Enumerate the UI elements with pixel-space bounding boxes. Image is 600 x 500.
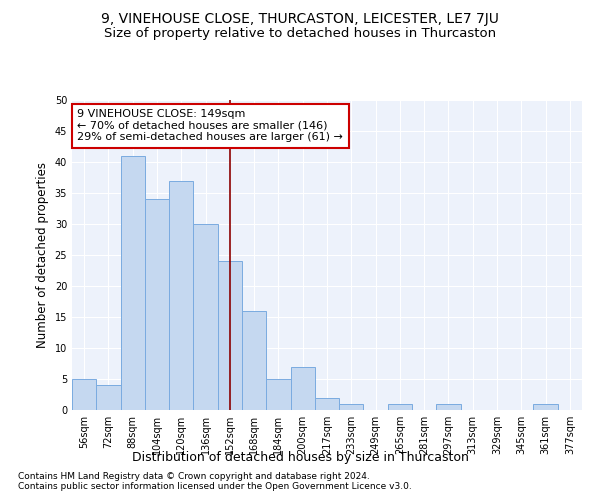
Bar <box>96 385 121 410</box>
Text: Distribution of detached houses by size in Thurcaston: Distribution of detached houses by size … <box>131 451 469 464</box>
Bar <box>388 404 412 410</box>
Bar <box>169 180 193 410</box>
Bar <box>533 404 558 410</box>
Y-axis label: Number of detached properties: Number of detached properties <box>36 162 49 348</box>
Bar <box>145 199 169 410</box>
Bar <box>72 379 96 410</box>
Text: Contains public sector information licensed under the Open Government Licence v3: Contains public sector information licen… <box>18 482 412 491</box>
Text: Contains HM Land Registry data © Crown copyright and database right 2024.: Contains HM Land Registry data © Crown c… <box>18 472 370 481</box>
Text: 9 VINEHOUSE CLOSE: 149sqm
← 70% of detached houses are smaller (146)
29% of semi: 9 VINEHOUSE CLOSE: 149sqm ← 70% of detac… <box>77 110 343 142</box>
Bar <box>290 366 315 410</box>
Bar <box>193 224 218 410</box>
Text: 9, VINEHOUSE CLOSE, THURCASTON, LEICESTER, LE7 7JU: 9, VINEHOUSE CLOSE, THURCASTON, LEICESTE… <box>101 12 499 26</box>
Bar <box>121 156 145 410</box>
Bar <box>339 404 364 410</box>
Bar <box>218 261 242 410</box>
Bar <box>266 379 290 410</box>
Bar <box>242 311 266 410</box>
Text: Size of property relative to detached houses in Thurcaston: Size of property relative to detached ho… <box>104 28 496 40</box>
Bar <box>436 404 461 410</box>
Bar <box>315 398 339 410</box>
